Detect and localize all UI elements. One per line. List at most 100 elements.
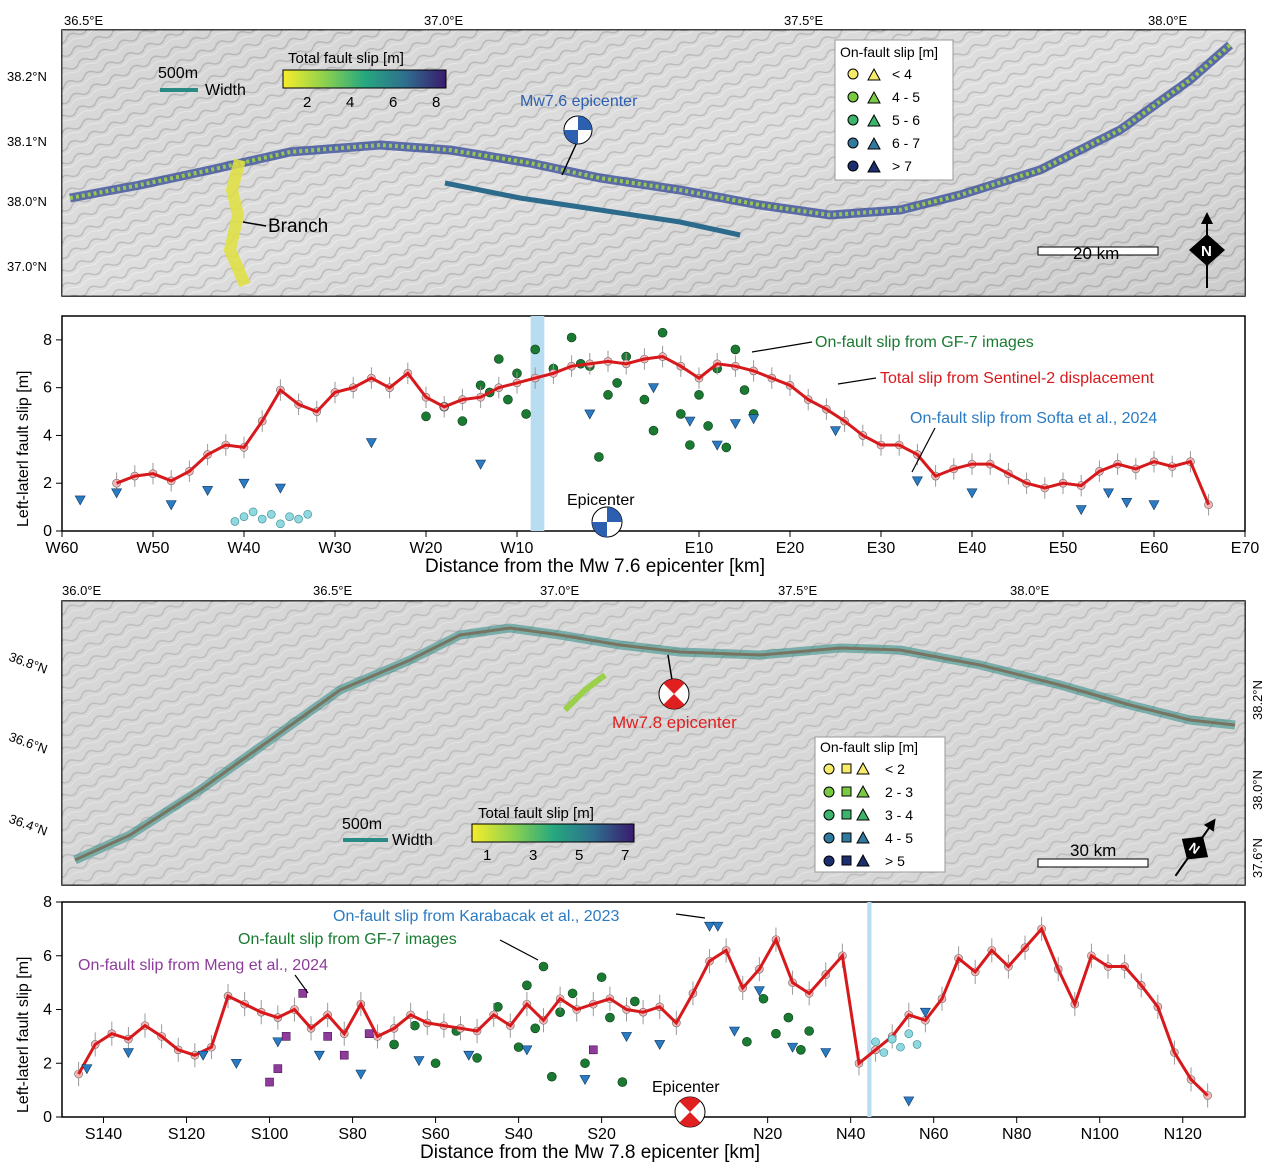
x-tick-label: N20 bbox=[753, 1126, 782, 1143]
triangle-point bbox=[584, 409, 596, 420]
gf7-point bbox=[612, 378, 622, 388]
gf7-point bbox=[675, 409, 686, 419]
y-tick-label: 8 bbox=[43, 894, 52, 911]
chart2-ylabel: Left-laterl fault slip [m] bbox=[15, 957, 32, 1114]
gf7-point bbox=[457, 416, 468, 426]
north-arrow-icon: N bbox=[1174, 818, 1216, 877]
gf7-point bbox=[493, 354, 504, 364]
x-tick-label: S20 bbox=[587, 1126, 616, 1143]
x-tick-label: S100 bbox=[251, 1126, 288, 1143]
map2-lat-tick: 37.6°N bbox=[1250, 838, 1265, 878]
triangle-point bbox=[753, 986, 765, 997]
meng-point bbox=[589, 1045, 598, 1055]
y-tick-label: 0 bbox=[43, 523, 52, 540]
map1-width-label: 500m bbox=[158, 65, 198, 82]
gf7-point bbox=[513, 1042, 524, 1052]
triangle-point bbox=[272, 1037, 284, 1048]
y-tick-label: 4 bbox=[43, 1002, 52, 1019]
map1-lon-tick: 36.5°E bbox=[64, 13, 104, 28]
cyan-point bbox=[912, 1040, 922, 1049]
x-tick-label: E60 bbox=[1140, 540, 1169, 557]
x-tick-label: N80 bbox=[1002, 1126, 1031, 1143]
map2-lat-tick: 36.6°N bbox=[7, 729, 50, 757]
epicenter-band bbox=[867, 902, 872, 1117]
map2-legend-title: On-fault slip [m] bbox=[820, 739, 918, 755]
triangle-point bbox=[122, 1048, 134, 1059]
x-tick-label: W30 bbox=[319, 540, 352, 557]
map1-legend-item: > 7 bbox=[892, 158, 912, 174]
triangle-point bbox=[654, 1040, 666, 1051]
triangle-point bbox=[647, 383, 660, 394]
x-tick-label: W50 bbox=[137, 540, 170, 557]
triangle-point bbox=[111, 488, 123, 499]
map1-north-label: N bbox=[1201, 243, 1212, 260]
gf7-point bbox=[567, 988, 578, 999]
gf7-point bbox=[657, 327, 668, 338]
triangle-point bbox=[1121, 498, 1133, 508]
gf7-point bbox=[472, 1053, 482, 1063]
gf7-point bbox=[703, 421, 713, 431]
triangle-point bbox=[1075, 505, 1087, 516]
gf7-point bbox=[796, 1045, 806, 1055]
chart1-epicenter-label: Epicenter bbox=[567, 492, 635, 509]
map1-cb-tick: 4 bbox=[346, 94, 354, 111]
chart2-beachball-icon bbox=[674, 1096, 706, 1128]
triangle-point bbox=[165, 500, 177, 511]
gf7-point bbox=[430, 1058, 441, 1069]
x-tick-label: E40 bbox=[958, 540, 987, 557]
x-tick-label: W60 bbox=[46, 540, 79, 557]
x-tick-label: E30 bbox=[867, 540, 896, 557]
cyan-point bbox=[294, 514, 303, 524]
gf7-point bbox=[685, 440, 695, 450]
beachball-icon bbox=[658, 678, 690, 710]
map2-cb-tick: 3 bbox=[529, 847, 537, 864]
gf7-point bbox=[630, 996, 640, 1007]
triangle-point bbox=[919, 1007, 931, 1018]
triangle-point bbox=[829, 426, 842, 437]
branch-trace bbox=[223, 158, 251, 288]
triangle-point bbox=[238, 478, 250, 489]
gf7-point bbox=[389, 1039, 399, 1050]
triangle-point bbox=[81, 1064, 93, 1075]
chart2-annotation-karabacak: On-fault slip from Karabacak et al., 202… bbox=[333, 908, 619, 925]
chart-1-frame bbox=[61, 315, 1246, 532]
map1-legend-item: < 4 bbox=[892, 66, 912, 82]
x-tick-label: S60 bbox=[421, 1126, 450, 1143]
triangle-point bbox=[197, 1050, 209, 1061]
map1-cb-tick: 2 bbox=[303, 94, 311, 111]
triangle-point bbox=[684, 416, 696, 427]
chart2-annotation-meng: On-fault slip from Meng et al., 2024 bbox=[78, 957, 328, 974]
chart2-xlabel: Distance from the Mw 7.8 epicenter [km] bbox=[420, 1142, 760, 1163]
gf7-point bbox=[596, 972, 607, 983]
triangle-point bbox=[365, 438, 377, 449]
meng-point bbox=[339, 1050, 349, 1060]
x-tick-label: S40 bbox=[504, 1126, 533, 1143]
triangle-point bbox=[1148, 500, 1160, 511]
cyan-point bbox=[871, 1037, 880, 1047]
y-tick-label: 2 bbox=[43, 1055, 52, 1072]
triangle-point bbox=[787, 1042, 799, 1053]
x-tick-label: S140 bbox=[85, 1126, 122, 1143]
gf7-point bbox=[594, 452, 604, 462]
map2-lat-tick: 38.2°N bbox=[1250, 680, 1265, 720]
triangle-point bbox=[712, 921, 724, 932]
cyan-point bbox=[248, 507, 258, 517]
x-tick-label: W40 bbox=[228, 540, 261, 557]
meng-point bbox=[364, 1029, 374, 1038]
triangle-point bbox=[711, 440, 723, 451]
map2-cb-tick: 5 bbox=[575, 847, 583, 864]
triangle-point bbox=[579, 1075, 591, 1085]
map1-lat-tick: 37.0°N bbox=[7, 259, 47, 274]
chart1-annotation-sentinel: Total slip from Sentinel-2 displacement bbox=[880, 370, 1154, 387]
cyan-point bbox=[303, 509, 313, 519]
meng-point bbox=[323, 1032, 332, 1041]
map1-lon-tick: 38.0°E bbox=[1148, 13, 1188, 28]
triangle-point bbox=[313, 1050, 325, 1061]
meng-point bbox=[265, 1077, 274, 1087]
gf7-point bbox=[530, 1023, 541, 1034]
x-tick-label: E10 bbox=[685, 540, 714, 557]
chart1-annotation-softa: On-fault slip from Softa et al., 2024 bbox=[910, 410, 1157, 427]
gf7-point bbox=[530, 344, 541, 355]
gf7-point bbox=[538, 961, 549, 972]
x-tick-label: N100 bbox=[1081, 1126, 1119, 1143]
